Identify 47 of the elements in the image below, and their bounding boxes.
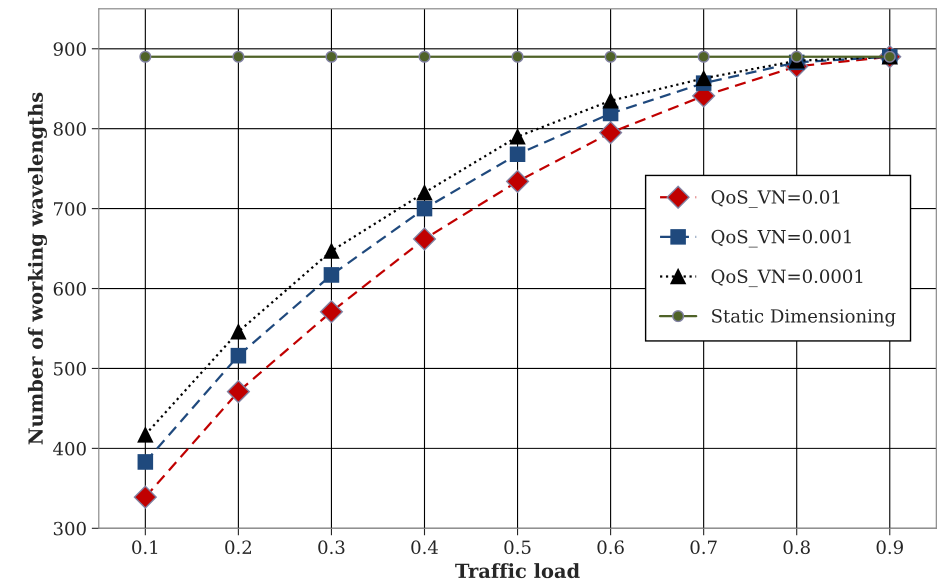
point [510, 146, 526, 162]
point [232, 50, 244, 63]
y-tick-label: 300 [54, 522, 86, 536]
point [698, 50, 710, 63]
x-tick-label: 0.2 [225, 540, 251, 554]
point [139, 50, 152, 63]
x-tick-label: 0.7 [690, 540, 717, 554]
y-tick-label: 700 [54, 202, 86, 216]
x-tick-label: 0.1 [132, 540, 158, 554]
point [696, 70, 712, 86]
point [510, 128, 526, 144]
y-tick-label: 500 [54, 362, 86, 376]
point [138, 427, 154, 443]
point [418, 50, 431, 63]
point [412, 227, 436, 251]
point [604, 50, 617, 63]
point [325, 50, 338, 63]
legend-label: Static Dimensioning [712, 309, 896, 326]
point [320, 300, 343, 324]
point [416, 184, 432, 200]
legend-label: QoS_VN=0.0001 [712, 269, 862, 288]
point [324, 267, 340, 283]
point [230, 324, 246, 340]
y-tick-label: 400 [53, 442, 86, 456]
y-tick-label: 600 [54, 282, 86, 296]
point [416, 200, 432, 216]
point [134, 486, 157, 509]
x-tick-label: 0.5 [504, 540, 531, 554]
point [602, 92, 618, 108]
point [599, 121, 622, 144]
x-tick-label: 0.4 [411, 540, 438, 554]
legend-label: QoS_VN=0.01 [712, 190, 840, 208]
point [324, 243, 340, 259]
point [226, 380, 250, 404]
legend-label: QoS_VN=0.001 [712, 230, 851, 248]
x-tick-label: 0.6 [597, 540, 624, 554]
x-tick-label: 0.9 [876, 540, 903, 554]
point [230, 348, 246, 364]
point [512, 50, 524, 63]
y-tick-label: 800 [54, 122, 86, 136]
x-tick-label: 0.8 [784, 540, 810, 554]
y-axis-title: Number of working wavelengths [28, 92, 47, 444]
x-tick-label: 0.3 [318, 540, 344, 554]
y-tick-label: 900 [54, 42, 86, 56]
x-axis-title: Traffic load [455, 563, 580, 578]
point [138, 454, 154, 470]
point [506, 170, 530, 193]
